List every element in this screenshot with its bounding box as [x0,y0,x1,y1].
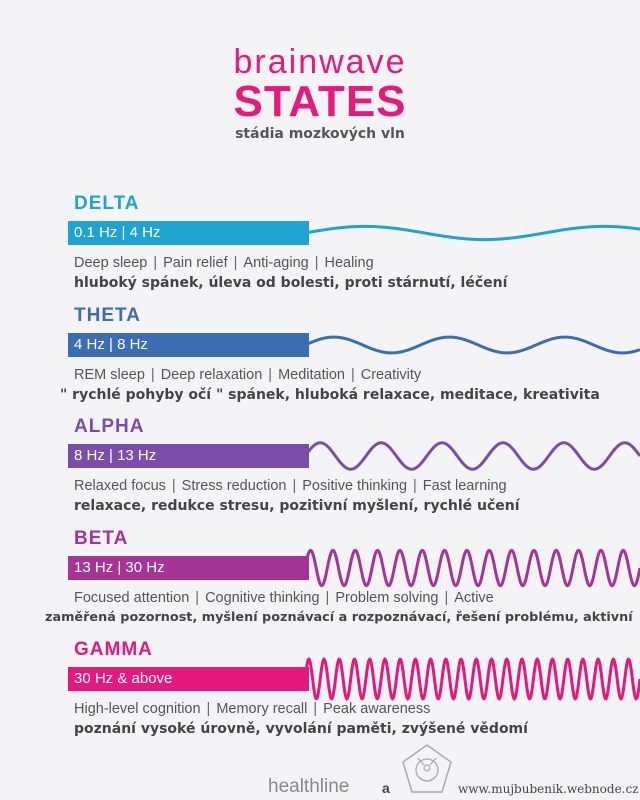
separator: | [206,701,211,717]
english-benefits: REM sleep | Deep relaxation | Meditation | Cre… [74,367,421,383]
english-benefits: High-level cognition | Memory recall | Peak … [74,701,430,717]
wave-icon [303,657,640,701]
frequency-band [68,332,309,357]
benefit-item: High-level cognition [74,701,201,717]
section-alpha: ALPHA 8 Hz | 13 Hz Relaxed focus | Stress re… [0,416,640,528]
wave-line [304,335,640,354]
section-beta: BETA 13 Hz | 30 Hz Focused attention | Cogni… [0,528,640,640]
separator: | [268,366,273,383]
wave-icon [303,548,640,587]
section-theta: THETA 4 Hz | 8 Hz REM sleep | Deep relaxatio… [0,305,640,417]
wave-line [303,441,640,471]
frequency-band [68,667,309,691]
section-title: ALPHA [74,416,145,437]
benefit-item: Relaxed focus [74,478,166,494]
header-subtitle: stádia mozkových vln [235,126,405,142]
section-title: DELTA [74,193,140,214]
frequency-band [68,444,309,468]
header-title-small: brainwave [233,43,407,81]
section-title: THETA [74,304,141,326]
benefit-item: Stress reduction [181,478,287,494]
separator: | [413,478,417,494]
wave-line [303,657,640,701]
english-benefits: Deep sleep | Pain relief | Anti-aging | Healin… [74,255,374,271]
wave-line [304,224,640,242]
separator: | [171,478,176,494]
section-gamma: GAMMA 30 Hz & above High-level cognition | M… [0,639,640,751]
separator: | [292,478,297,494]
section-delta: DELTA 0.1 Hz | 4 Hz Deep sleep | Pain relief… [0,193,640,305]
separator: | [150,366,155,383]
benefit-item: Cognitive thinking [205,589,320,606]
wave-line [303,548,640,587]
benefit-item: Meditation [278,366,345,383]
frequency-range-label: 0.1 Hz | 4 Hz [74,224,161,241]
header-title-big: STATES [233,77,407,126]
separator: | [313,701,318,717]
english-benefits: Focused attention | Cognitive thinking | Pro… [74,590,494,606]
separator: | [325,589,330,606]
frequency-range-label: 13 Hz | 30 Hz [74,558,165,576]
benefit-item: Positive thinking [302,478,408,494]
benefit-item: Active [454,589,494,606]
czech-benefits: poznání vysoké úrovně, vyvolání paměti, … [74,721,528,737]
benefit-item: Healing [324,255,374,271]
separator: | [444,589,449,606]
footer-conjunction: a [382,780,390,796]
wave-icon [303,441,640,471]
benefit-item: Pain relief [163,255,228,271]
healthline-logo-text: healthline [268,776,350,797]
section-title: BETA [74,527,129,549]
separator: | [314,255,319,271]
frequency-range-label: 4 Hz | 8 Hz [74,335,148,353]
english-benefits: Relaxed focus | Stress reduction | Positive … [74,478,507,494]
wave-icon [304,224,640,242]
benefit-item: Creativity [360,366,422,383]
wave-icon [304,335,640,354]
benefit-item: Peak awareness [323,701,431,717]
frequency-band [68,221,309,245]
benefit-item: Focused attention [74,589,190,606]
benefit-item: Deep relaxation [160,366,263,383]
czech-benefits: hluboký spánek, úleva od bolesti, proti … [74,275,508,291]
benefit-item: Fast learning [422,478,507,494]
czech-benefits: " rychlé pohyby očí " spánek, hluboká re… [60,386,600,403]
benefit-item: Deep sleep [74,255,148,271]
frequency-range-label: 30 Hz & above [74,670,173,687]
separator: | [233,255,238,271]
czech-benefits: zaměřená pozornost, myšlení poznávací a … [45,609,633,625]
frequency-band [68,555,309,580]
frequency-range-label: 8 Hz | 13 Hz [74,447,157,464]
benefit-item: Memory recall [216,701,308,717]
benefit-item: REM sleep [74,366,145,383]
separator: | [195,589,200,606]
drum-logo-icon [402,744,452,793]
separator: | [350,366,355,383]
benefit-item: Problem solving [335,589,439,606]
benefit-item: Anti-aging [243,255,309,271]
czech-benefits: relaxace, redukce stresu, pozitivní myšl… [74,498,520,514]
section-title: GAMMA [74,639,153,660]
separator: | [153,255,158,271]
footer-url: www.mujbubenik.webnode.cz [458,782,639,796]
